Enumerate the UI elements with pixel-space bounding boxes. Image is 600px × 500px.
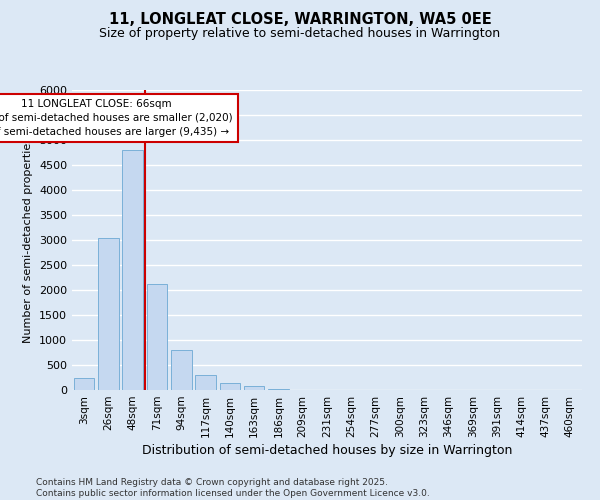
Y-axis label: Number of semi-detached properties: Number of semi-detached properties bbox=[23, 137, 34, 343]
Bar bbox=[74, 378, 94, 390]
Bar bbox=[171, 350, 191, 390]
Bar bbox=[146, 284, 167, 390]
X-axis label: Distribution of semi-detached houses by size in Warrington: Distribution of semi-detached houses by … bbox=[142, 444, 512, 457]
Text: Size of property relative to semi-detached houses in Warrington: Size of property relative to semi-detach… bbox=[100, 28, 500, 40]
Bar bbox=[268, 388, 289, 390]
Text: 11 LONGLEAT CLOSE: 66sqm
← 18% of semi-detached houses are smaller (2,020)
82% o: 11 LONGLEAT CLOSE: 66sqm ← 18% of semi-d… bbox=[0, 99, 233, 137]
Bar bbox=[220, 382, 240, 390]
Bar bbox=[122, 150, 143, 390]
Bar bbox=[98, 238, 119, 390]
Text: 11, LONGLEAT CLOSE, WARRINGTON, WA5 0EE: 11, LONGLEAT CLOSE, WARRINGTON, WA5 0EE bbox=[109, 12, 491, 28]
Bar bbox=[244, 386, 265, 390]
Bar bbox=[195, 374, 216, 390]
Text: Contains HM Land Registry data © Crown copyright and database right 2025.
Contai: Contains HM Land Registry data © Crown c… bbox=[36, 478, 430, 498]
